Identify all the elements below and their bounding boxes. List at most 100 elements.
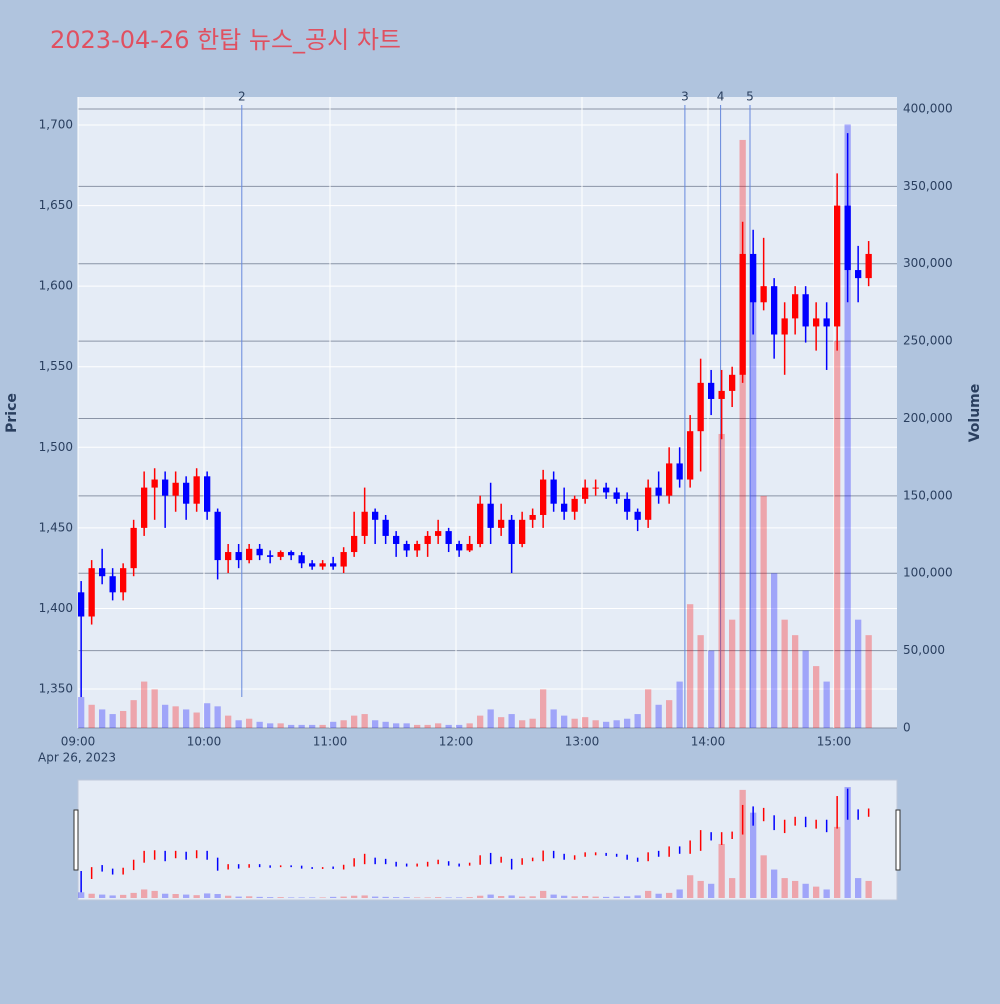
mini-volume-bar: [834, 826, 841, 898]
mini-volume-bar: [697, 880, 704, 898]
candle-body: [718, 390, 725, 399]
y2-tick-label: 0: [903, 721, 911, 735]
volume-bar: [78, 697, 85, 728]
candle-body: [424, 535, 431, 544]
volume-bar: [771, 573, 778, 728]
candle-body: [739, 253, 746, 375]
mini-volume-bar: [340, 896, 347, 898]
candle-body: [676, 463, 683, 480]
mini-volume-bar: [204, 893, 211, 898]
volume-bar: [204, 703, 211, 728]
volume-bar: [214, 706, 221, 728]
volume-bar: [393, 723, 400, 728]
candle-body: [540, 479, 547, 515]
mini-volume-bar: [760, 855, 767, 898]
mini-volume-bar: [498, 896, 505, 898]
slider-handle[interactable]: [895, 809, 901, 871]
volume-bar: [151, 689, 158, 728]
candle-body: [309, 563, 316, 567]
volume-bar: [750, 263, 757, 728]
candle-body: [519, 519, 526, 544]
mini-volume-bar: [687, 875, 694, 898]
y-tick-label: 1,700: [39, 118, 73, 132]
volume-bar: [183, 709, 190, 728]
y2-tick-label: 250,000: [903, 334, 953, 348]
volume-bar: [445, 724, 452, 728]
volume-bar: [655, 704, 662, 728]
candle-body: [246, 548, 253, 561]
y-tick-label: 1,450: [39, 520, 73, 534]
mini-volume-bar: [414, 897, 421, 898]
mini-volume-bar: [477, 895, 484, 898]
volume-bar: [487, 709, 494, 728]
mini-volume-bar: [624, 896, 631, 898]
volume-bar: [162, 704, 169, 728]
mini-volume-bar: [529, 896, 536, 898]
volume-bar: [529, 718, 536, 728]
mini-volume-bar: [718, 843, 725, 898]
x-tick-label: 14:00: [691, 735, 726, 749]
mini-volume-bar: [508, 895, 515, 898]
mini-volume-bar: [645, 890, 652, 898]
volume-bar: [120, 710, 127, 728]
volume-bar: [823, 681, 830, 728]
candle-body: [109, 576, 116, 593]
candle-body: [813, 318, 820, 327]
candle-body: [792, 294, 799, 319]
candle-body: [214, 511, 221, 561]
volume-bar: [519, 720, 526, 728]
mini-volume-bar: [456, 897, 463, 898]
candle-body: [498, 519, 505, 528]
candle-body: [750, 253, 757, 303]
x-tick-label: 11:00: [313, 735, 348, 749]
volume-bar: [739, 139, 746, 728]
candle-body: [445, 531, 452, 544]
candle-body: [172, 482, 179, 496]
mini-volume-bar: [78, 892, 85, 898]
mini-volume-bar: [393, 897, 400, 898]
volume-bar: [697, 635, 704, 728]
candle-body: [393, 535, 400, 544]
candle-body: [603, 487, 610, 493]
candle-body: [582, 487, 589, 499]
mini-volume-bar: [655, 893, 662, 898]
candle-body: [319, 563, 326, 567]
slider-handle[interactable]: [73, 809, 79, 871]
mini-volume-bar: [172, 894, 179, 898]
y-tick-label: 1,400: [39, 601, 73, 615]
volume-bar: [256, 721, 263, 728]
mini-volume-bar: [802, 883, 809, 898]
mini-volume-bar: [666, 892, 673, 898]
candle-body: [298, 555, 305, 564]
candle-body: [487, 503, 494, 528]
mini-volume-bar: [288, 897, 295, 898]
candle-body: [697, 382, 704, 432]
volume-bar: [508, 714, 515, 728]
candle-body: [88, 568, 95, 617]
x-tick-label: 10:00: [187, 735, 222, 749]
range-slider[interactable]: [77, 779, 898, 901]
mini-volume-bar: [487, 894, 494, 898]
volume-bar: [624, 718, 631, 728]
volume-bar: [361, 714, 368, 728]
volume-bar: [498, 717, 505, 728]
volume-bar: [372, 720, 379, 728]
mini-volume-bar: [466, 897, 473, 898]
mini-volume-bar: [519, 896, 526, 898]
volume-bar: [246, 718, 253, 728]
mini-volume-bar: [603, 896, 610, 898]
candle-body: [645, 487, 652, 520]
mini-volume-bar: [613, 896, 620, 898]
volume-bar: [414, 724, 421, 728]
y-tick-label: 1,600: [39, 279, 73, 293]
y2-tick-label: 200,000: [903, 411, 953, 425]
mini-volume-bar: [750, 812, 757, 898]
volume-bar: [193, 712, 200, 728]
volume-bar: [435, 723, 442, 728]
y2-axis-title: Volume: [967, 384, 983, 443]
candle-body: [414, 543, 421, 551]
volume-bar: [687, 604, 694, 728]
mini-volume-bar: [141, 889, 148, 898]
x-tick-label: 09:00: [61, 735, 96, 749]
mini-volume-bar: [739, 789, 746, 898]
